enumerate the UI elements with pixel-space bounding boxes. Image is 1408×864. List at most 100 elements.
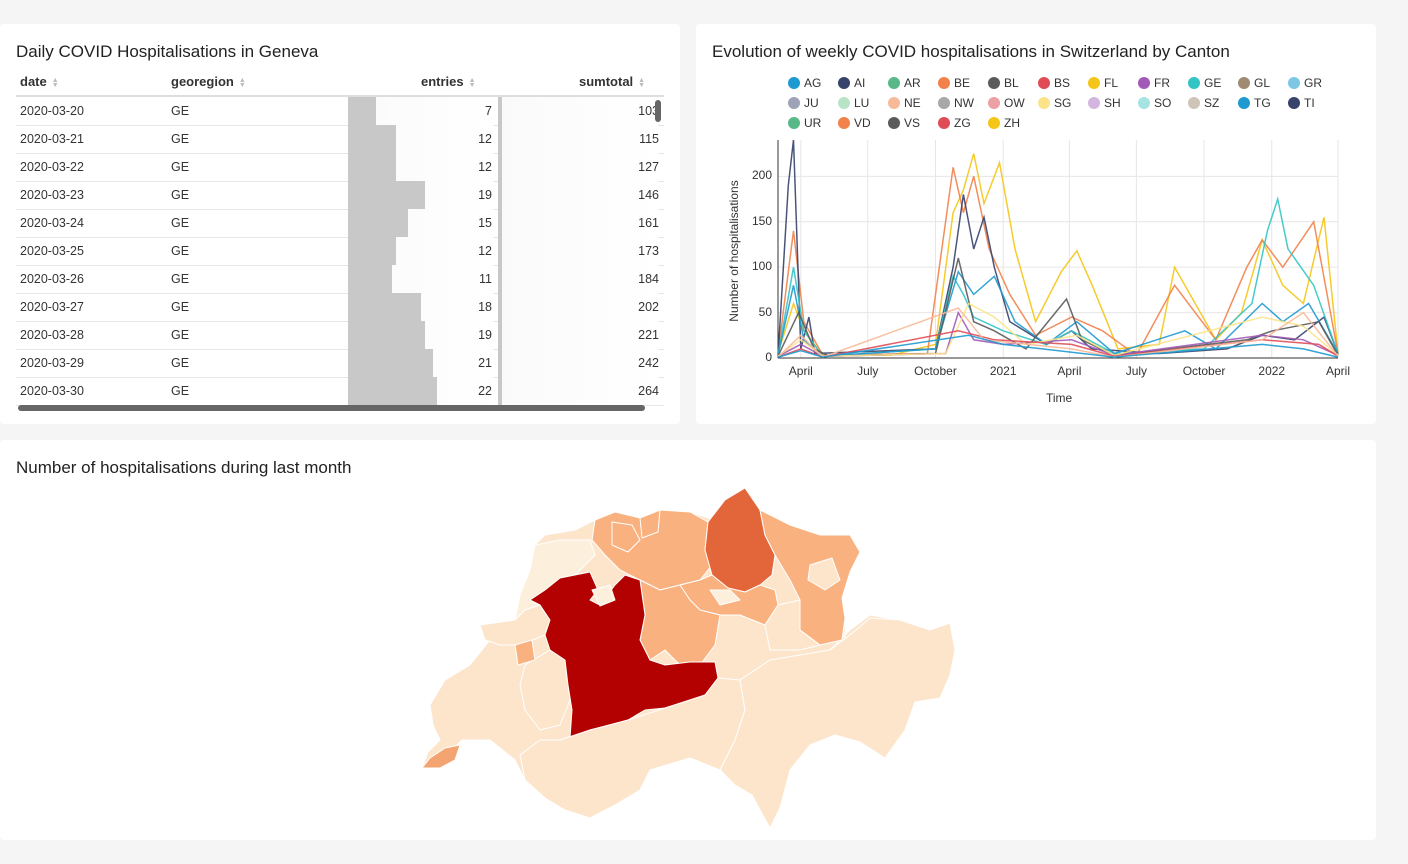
legend-item[interactable]: FL (1088, 76, 1118, 90)
legend-dot-icon (938, 97, 950, 109)
legend-item[interactable]: NE (888, 96, 921, 110)
horizontal-scrollbar[interactable] (18, 405, 645, 411)
cell-date: 2020-03-24 (20, 216, 84, 230)
legend-item[interactable]: VS (888, 116, 920, 130)
switzerland-map (421, 487, 956, 829)
sumtotal-bar-bg (498, 153, 658, 181)
legend-item[interactable]: FR (1138, 76, 1170, 90)
y-tick-label: 150 (751, 213, 772, 228)
series-line-ne[interactable] (777, 307, 1339, 358)
cell-entries: 12 (478, 244, 492, 258)
legend-item[interactable]: GR (1288, 76, 1322, 90)
col-header-sumtotal[interactable]: sumtotal ▲ ▼ (579, 74, 646, 89)
table-row[interactable]: 2020-03-26 GE 11 184 (16, 265, 664, 294)
cell-sumtotal: 173 (638, 244, 659, 258)
legend-item[interactable]: ZH (988, 116, 1020, 130)
entries-bar (348, 237, 396, 265)
canton-region[interactable] (591, 584, 616, 607)
sumtotal-bar (498, 153, 502, 181)
legend-item[interactable]: OW (988, 96, 1025, 110)
legend-dot-icon (1188, 97, 1200, 109)
canton-zh[interactable] (704, 487, 776, 593)
sumtotal-bar-bg (498, 321, 658, 349)
series-line-be[interactable] (777, 167, 1339, 357)
table-row[interactable]: 2020-03-21 GE 12 115 (16, 125, 664, 154)
legend-item[interactable]: AR (888, 76, 921, 90)
legend-item[interactable]: TG (1238, 96, 1271, 110)
legend-item[interactable]: NW (938, 96, 974, 110)
legend-item[interactable]: AI (838, 76, 865, 90)
canton-region[interactable] (611, 521, 641, 553)
table-row[interactable]: 2020-03-30 GE 22 264 (16, 377, 664, 406)
cell-entries: 19 (478, 328, 492, 342)
table-row[interactable]: 2020-03-20 GE 7 103 (16, 97, 664, 126)
table-row[interactable]: 2020-03-24 GE 15 161 (16, 209, 664, 238)
legend-item[interactable]: BE (938, 76, 970, 90)
canton-region[interactable] (639, 509, 661, 539)
canton-region[interactable] (514, 639, 536, 666)
table-row[interactable]: 2020-03-23 GE 19 146 (16, 181, 664, 210)
legend-item[interactable]: GL (1238, 76, 1270, 90)
legend-item[interactable]: LU (838, 96, 869, 110)
legend-item[interactable]: GE (1188, 76, 1221, 90)
header-divider (16, 95, 664, 97)
x-tick-label: April (788, 364, 813, 378)
sort-icon[interactable]: ▲ ▼ (238, 76, 246, 89)
canton-region[interactable] (709, 589, 741, 606)
legend-item[interactable]: UR (788, 116, 821, 130)
col-header-entries[interactable]: entries ▲ ▼ (421, 74, 476, 89)
legend-item[interactable]: SO (1138, 96, 1171, 110)
canton-region[interactable] (719, 617, 956, 829)
legend-item[interactable]: AG (788, 76, 821, 90)
x-tick-label: April (1325, 364, 1351, 378)
table-row[interactable]: 2020-03-22 GE 12 127 (16, 153, 664, 182)
x-tick-label: 2021 (989, 364, 1017, 378)
series-line-zh[interactable] (777, 153, 1339, 357)
canton-ge[interactable] (421, 744, 461, 769)
cell-date: 2020-03-26 (20, 272, 84, 286)
canton-region[interactable] (519, 677, 746, 819)
canton-region[interactable] (764, 599, 821, 651)
entries-bar (348, 321, 425, 349)
col-header-georegion[interactable]: georegion ▲ ▼ (171, 74, 246, 89)
legend-dot-icon (1188, 77, 1200, 89)
legend-dot-icon (888, 97, 900, 109)
sort-icon[interactable]: ▲ ▼ (468, 76, 476, 89)
legend-dot-icon (1138, 77, 1150, 89)
sumtotal-bar (498, 293, 502, 321)
sort-icon[interactable]: ▲ ▼ (51, 76, 59, 89)
vertical-scrollbar[interactable] (655, 100, 661, 122)
canton-region[interactable] (807, 557, 841, 591)
sort-icon[interactable]: ▲ ▼ (638, 76, 646, 89)
col-header-date[interactable]: date ▲ ▼ (20, 74, 59, 89)
legend-item[interactable]: SH (1088, 96, 1121, 110)
table-row[interactable]: 2020-03-28 GE 19 221 (16, 321, 664, 350)
x-tick-label: October (1182, 364, 1226, 378)
series-line-tg[interactable] (777, 334, 1339, 358)
legend-dot-icon (1088, 77, 1100, 89)
sumtotal-bar-bg (498, 377, 658, 405)
legend-item[interactable]: SG (1038, 96, 1071, 110)
legend-item[interactable]: JU (788, 96, 819, 110)
sumtotal-bar (498, 125, 502, 153)
cell-georegion: GE (171, 216, 190, 230)
legend-item[interactable]: TI (1288, 96, 1315, 110)
table-title: Daily COVID Hospitalisations in Geneva (16, 42, 319, 61)
cell-date: 2020-03-21 (20, 132, 84, 146)
legend-item[interactable]: VD (838, 116, 871, 130)
cell-date: 2020-03-30 (20, 384, 84, 398)
cell-entries: 11 (479, 272, 492, 286)
table-row[interactable]: 2020-03-27 GE 18 202 (16, 293, 664, 322)
legend-label: GL (1254, 76, 1271, 90)
legend-item[interactable]: BS (1038, 76, 1070, 90)
table-row[interactable]: 2020-03-29 GE 21 242 (16, 349, 664, 378)
legend-item[interactable]: SZ (1188, 96, 1219, 110)
cell-entries: 12 (478, 160, 492, 174)
legend-dot-icon (1288, 97, 1300, 109)
line-chart-panel: Evolution of weekly COVID hospitalisatio… (696, 24, 1376, 424)
series-line-bs[interactable] (777, 330, 1339, 358)
sumtotal-bar (498, 321, 502, 349)
table-row[interactable]: 2020-03-25 GE 12 173 (16, 237, 664, 266)
legend-item[interactable]: ZG (938, 116, 971, 130)
legend-item[interactable]: BL (988, 76, 1019, 90)
